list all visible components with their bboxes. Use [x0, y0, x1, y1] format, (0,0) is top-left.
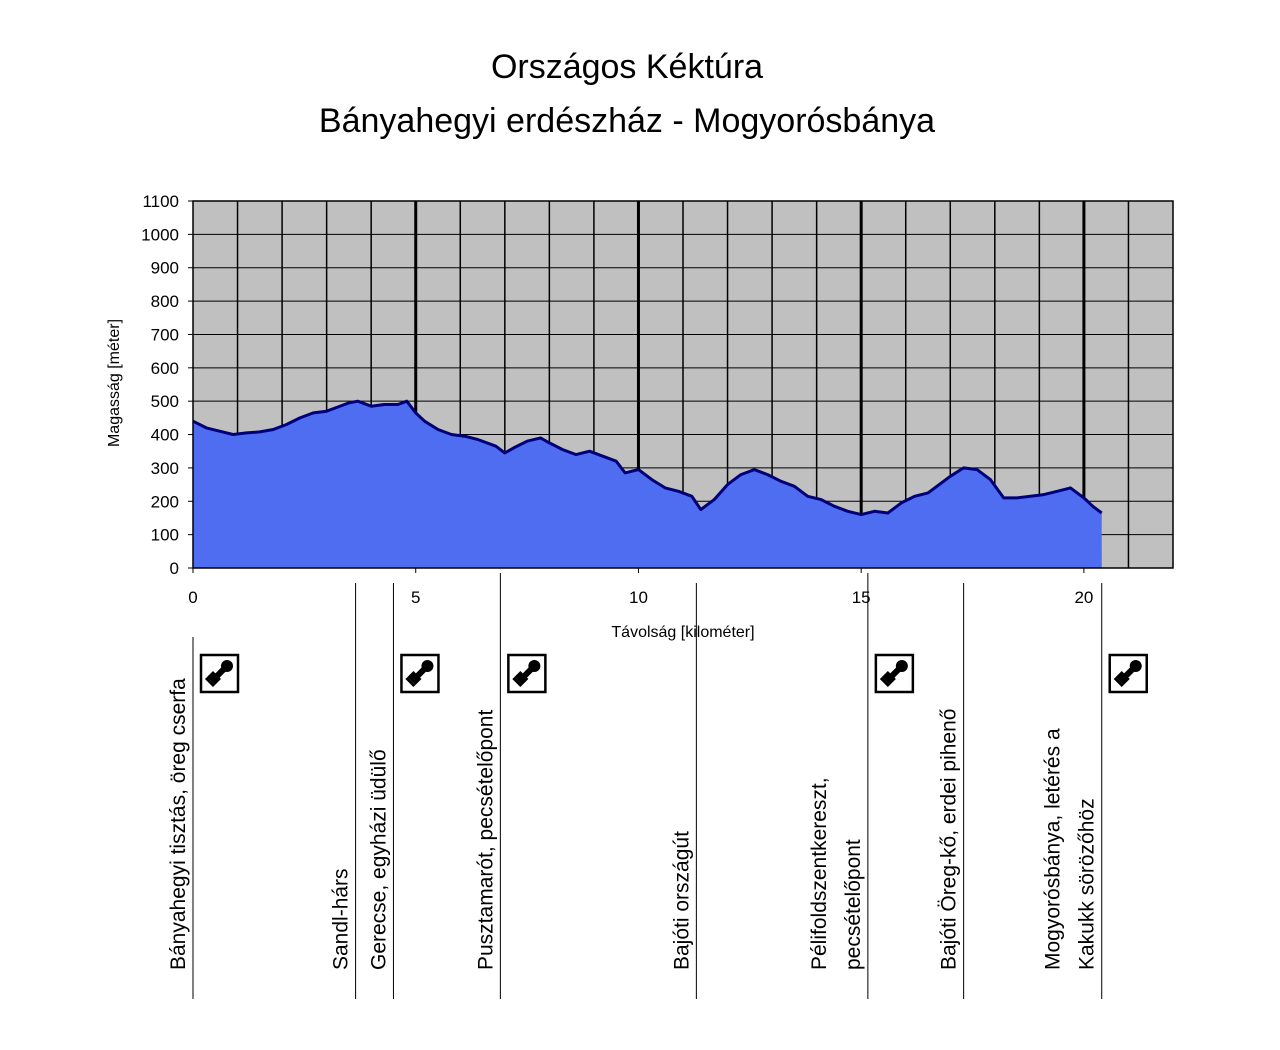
y-tick-label: 1100 [142, 192, 179, 211]
waypoint-label: Bajóti Öreg-kő, erdei pihenő [938, 709, 961, 971]
y-tick-label: 800 [151, 292, 179, 311]
stamp-icon [199, 653, 240, 694]
y-tick-label: 400 [151, 426, 179, 445]
y-tick-label: 300 [151, 459, 179, 478]
y-tick-label: 600 [151, 359, 179, 378]
y-tick-label: 100 [151, 526, 179, 545]
elevation-area [193, 401, 1102, 568]
y-tick-label: 700 [151, 325, 179, 344]
waypoint: Sandl-hárs [330, 583, 357, 999]
waypoint-label: pecsételőpont [842, 839, 865, 970]
plot-frame [192, 200, 1174, 569]
y-tick-label: 900 [151, 259, 179, 278]
series [192, 399, 1103, 568]
waypoints: Bányahegyi tisztás, öreg cserfa Sandl-hár… [167, 573, 1148, 999]
stamp-icon [400, 653, 440, 694]
stamp-icon [874, 653, 915, 694]
waypoint-label: Kakukk sörözőhöz [1076, 798, 1099, 970]
x-tick-label: 0 [188, 588, 197, 607]
axes: 0 100 200 300 400 500 600 700 800 900 1000 1100 0 5 10… [141, 192, 1174, 607]
waypoint-label: Pélifoldszentkereszt, [808, 777, 831, 970]
waypoint: Bajóti országút [670, 583, 697, 999]
x-tick-label: 5 [411, 588, 420, 607]
y-axis-label: Magasság [méter] [106, 319, 123, 447]
x-tick-label: 10 [629, 588, 648, 607]
waypoint-label: Mogyorósbánya, letérés a [1042, 728, 1065, 970]
stamp-icon [1108, 653, 1148, 694]
waypoint: Mogyorósbánya, letérés a Kakukk sörözőhöz [1042, 583, 1148, 999]
y-tick-label: 200 [151, 492, 179, 511]
stamp-icon [507, 653, 547, 694]
x-tick-label: 15 [852, 588, 871, 607]
x-tick-label: 20 [1074, 588, 1093, 607]
y-tick-label: 1000 [141, 225, 179, 244]
waypoint: Gerecse, egyházi üdülő [367, 583, 440, 999]
waypoint-label: Pusztamarót, pecsételőpont [474, 710, 497, 970]
y-tick-label: 0 [170, 559, 179, 578]
waypoint: Pusztamarót, pecsételőpont [474, 573, 547, 999]
waypoint: Bajóti Öreg-kő, erdei pihenő [938, 583, 965, 999]
waypoint-label: Bányahegyi tisztás, öreg cserfa [167, 678, 190, 970]
title-block: Országos Kéktúra Bányahegyi erdészház - … [0, 40, 1254, 148]
waypoint-label: Gerecse, egyházi üdülő [367, 749, 390, 970]
waypoint: Bányahegyi tisztás, öreg cserfa [167, 637, 240, 999]
waypoint-label: Bajóti országút [670, 831, 693, 970]
waypoint-label: Sandl-hárs [330, 868, 353, 970]
y-tick-label: 500 [151, 392, 179, 411]
chart-title: Országos Kéktúra [490, 48, 764, 86]
x-axis-label: Távolság [kilométer] [611, 624, 754, 641]
chart-subtitle: Bányahegyi erdészház - Mogyorósbánya [318, 102, 936, 140]
elevation-line [192, 399, 1103, 517]
waypoint: Pélifoldszentkereszt, pecsételőpont [808, 573, 915, 999]
